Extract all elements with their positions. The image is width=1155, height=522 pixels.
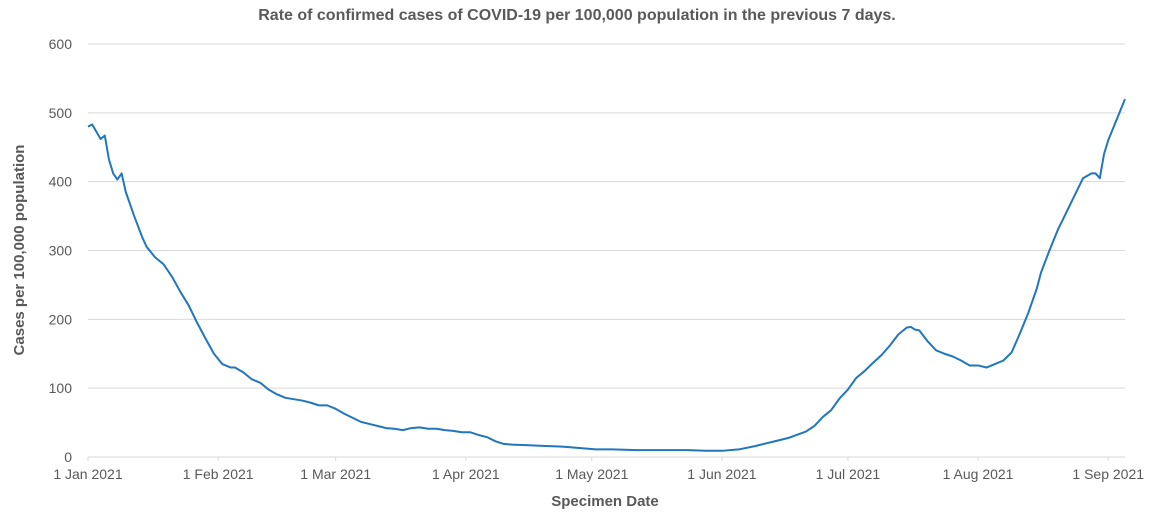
x-tick-label: 1 Mar 2021 bbox=[300, 466, 371, 482]
y-tick-label: 500 bbox=[49, 105, 73, 121]
y-tick-label: 200 bbox=[49, 311, 73, 327]
series-line bbox=[87, 98, 1126, 452]
x-tick-label: 1 Jul 2021 bbox=[816, 466, 881, 482]
chart-title: Rate of confirmed cases of COVID-19 per … bbox=[258, 7, 896, 24]
x-axis-label: Specimen Date bbox=[551, 493, 659, 510]
y-axis-label: Cases per 100,000 population bbox=[11, 145, 28, 356]
x-tick-label: 1 Jan 2021 bbox=[53, 466, 122, 482]
x-tick-label: 1 Jun 2021 bbox=[687, 466, 756, 482]
x-tick-label: 1 Aug 2021 bbox=[943, 466, 1014, 482]
x-tick-label: 1 May 2021 bbox=[555, 466, 628, 482]
x-tick-label: 1 Sep 2021 bbox=[1072, 466, 1144, 482]
x-tick-label: 1 Feb 2021 bbox=[183, 466, 254, 482]
y-tick-label: 600 bbox=[49, 36, 73, 52]
y-tick-label: 400 bbox=[49, 174, 73, 190]
x-tick-label: 1 Apr 2021 bbox=[432, 466, 500, 482]
y-tick-label: 100 bbox=[49, 380, 73, 396]
y-tick-label: 0 bbox=[64, 449, 72, 465]
y-tick-label: 300 bbox=[49, 243, 73, 259]
